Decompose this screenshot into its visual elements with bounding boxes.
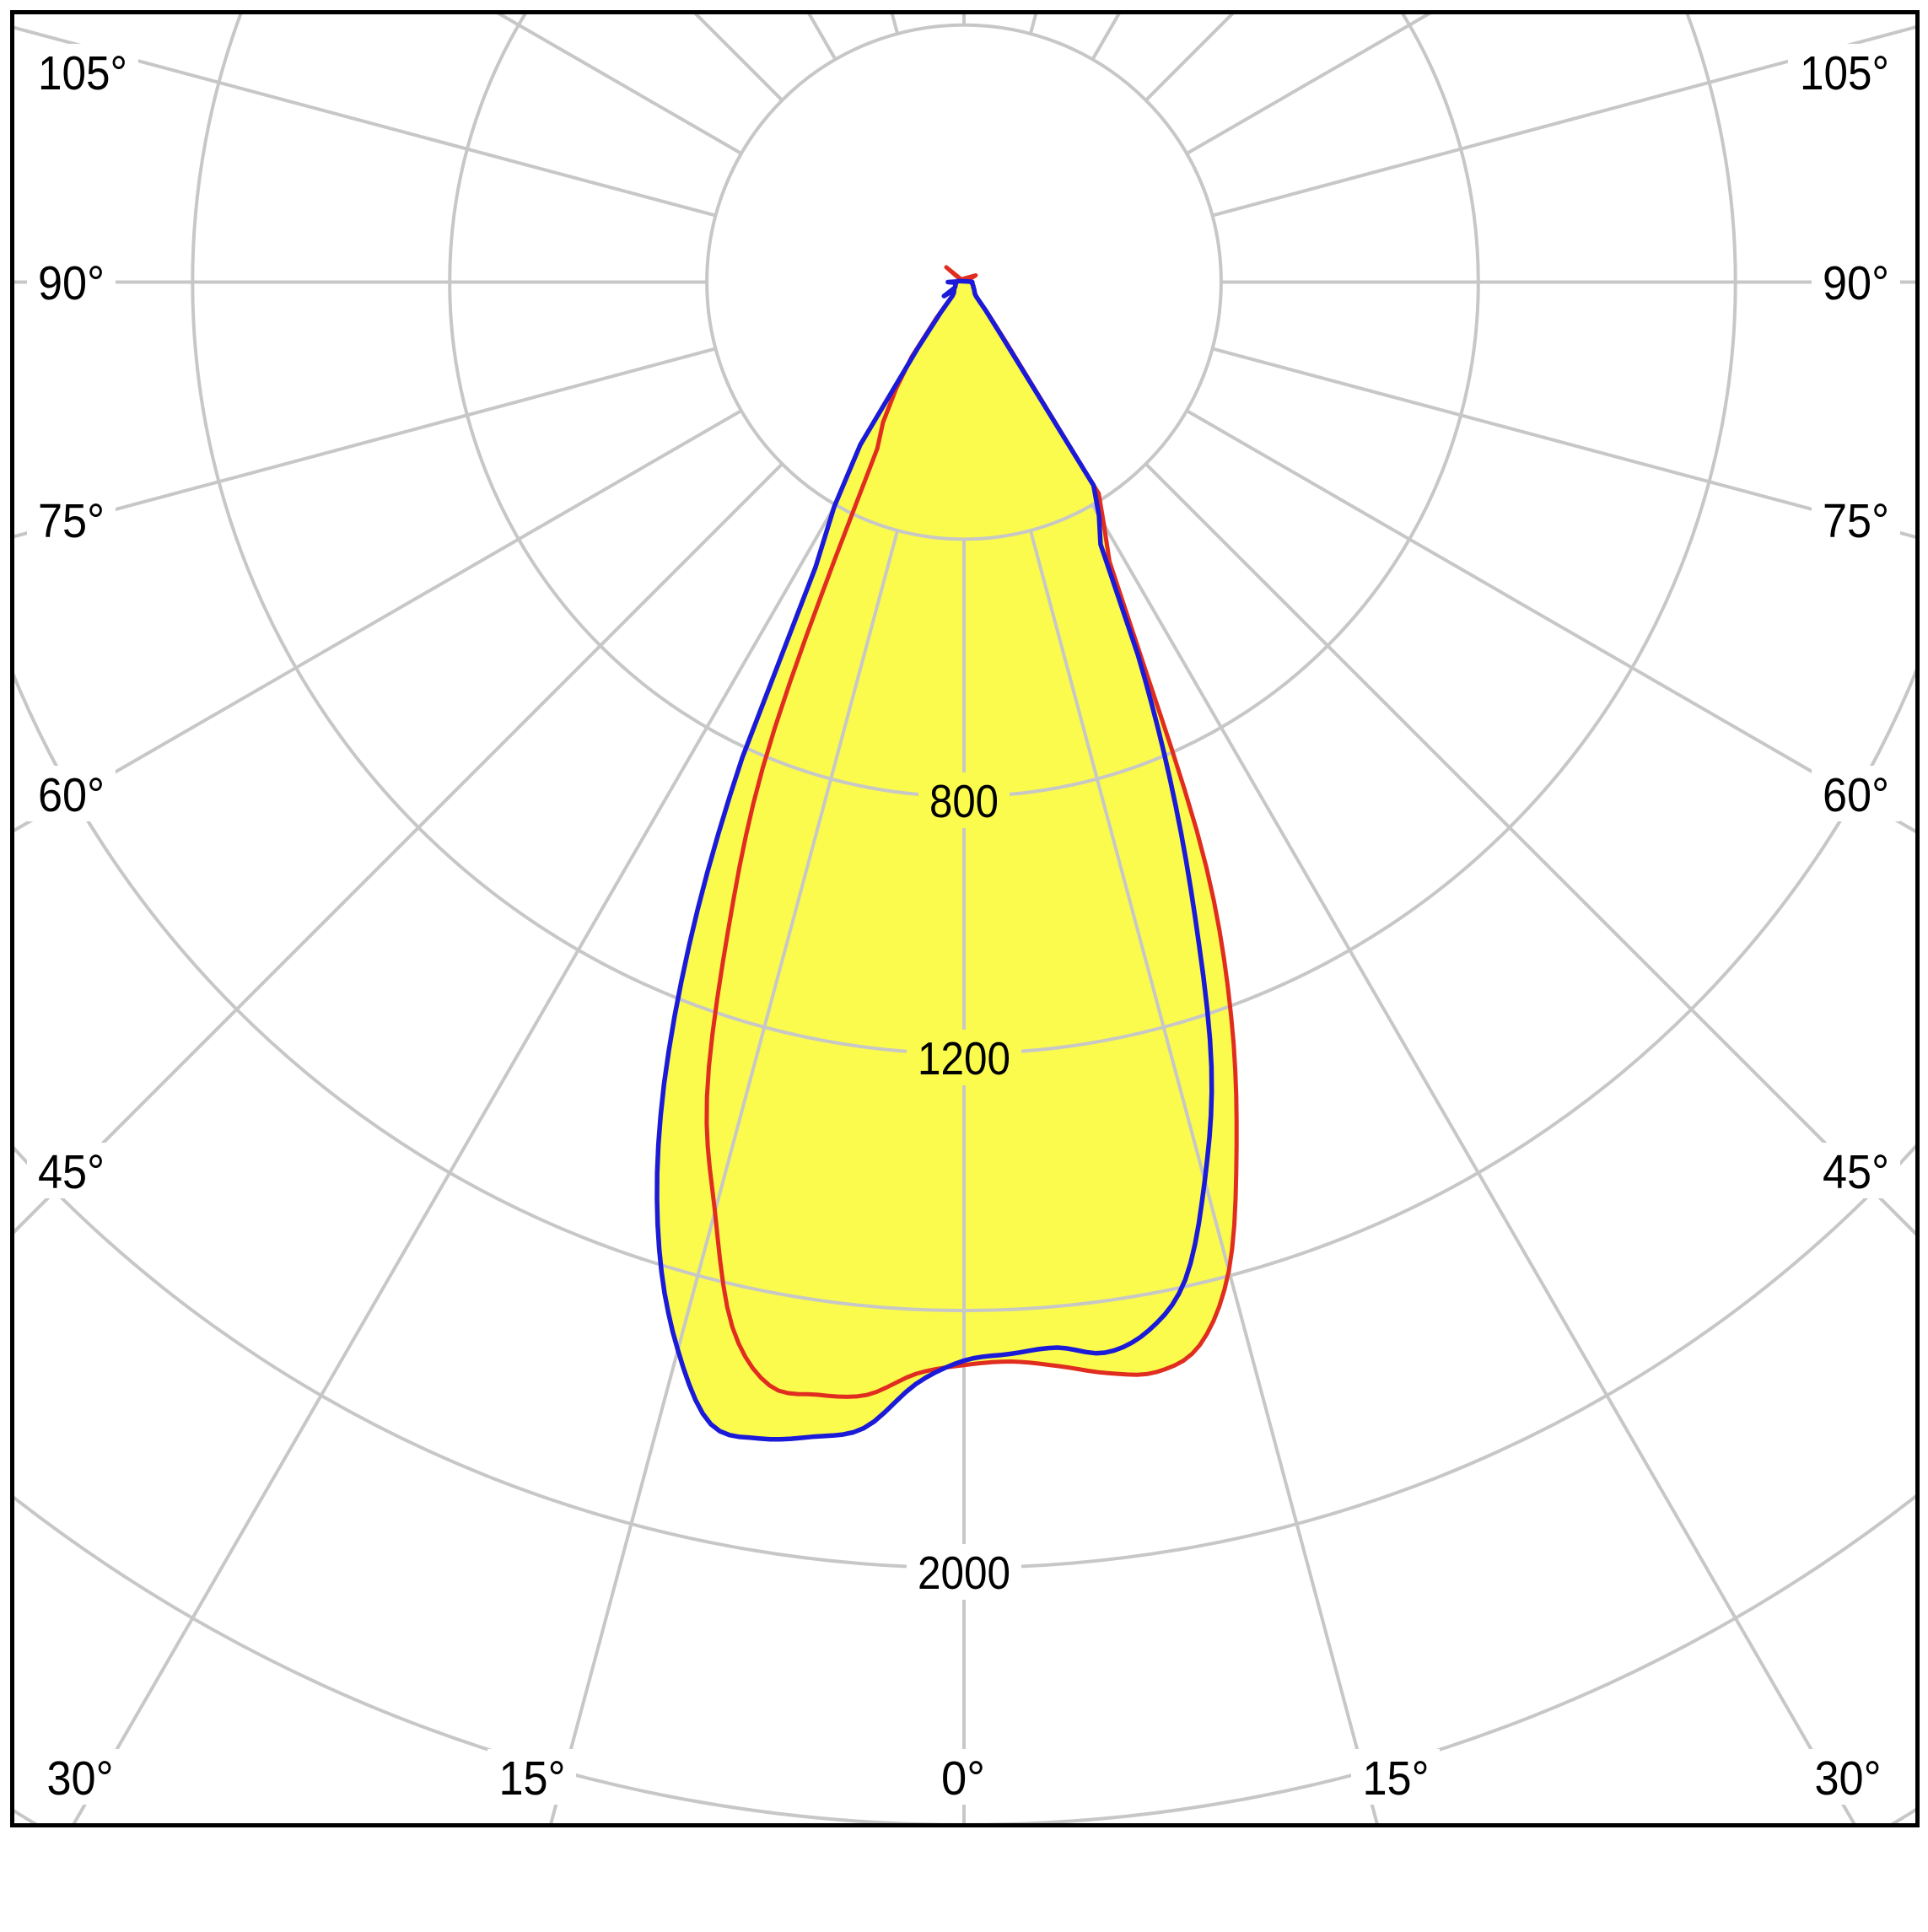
svg-text:45°: 45° — [38, 1145, 105, 1199]
svg-text:0°: 0° — [941, 1752, 985, 1806]
svg-text:15°: 15° — [1363, 1752, 1430, 1806]
svg-text:75°: 75° — [1823, 494, 1889, 548]
svg-text:75°: 75° — [38, 494, 105, 548]
svg-text:2000: 2000 — [918, 1547, 1010, 1599]
svg-text:90°: 90° — [1823, 256, 1889, 310]
svg-text:45°: 45° — [1823, 1145, 1889, 1199]
svg-text:800: 800 — [929, 775, 999, 827]
svg-text:105°: 105° — [38, 46, 127, 100]
svg-text:30°: 30° — [47, 1752, 114, 1806]
svg-text:30°: 30° — [1815, 1752, 1882, 1806]
svg-text:60°: 60° — [38, 768, 105, 822]
svg-text:60°: 60° — [1823, 768, 1889, 822]
svg-text:105°: 105° — [1800, 46, 1889, 100]
svg-text:15°: 15° — [499, 1752, 566, 1806]
svg-text:90°: 90° — [38, 256, 105, 310]
svg-text:1200: 1200 — [918, 1032, 1010, 1084]
